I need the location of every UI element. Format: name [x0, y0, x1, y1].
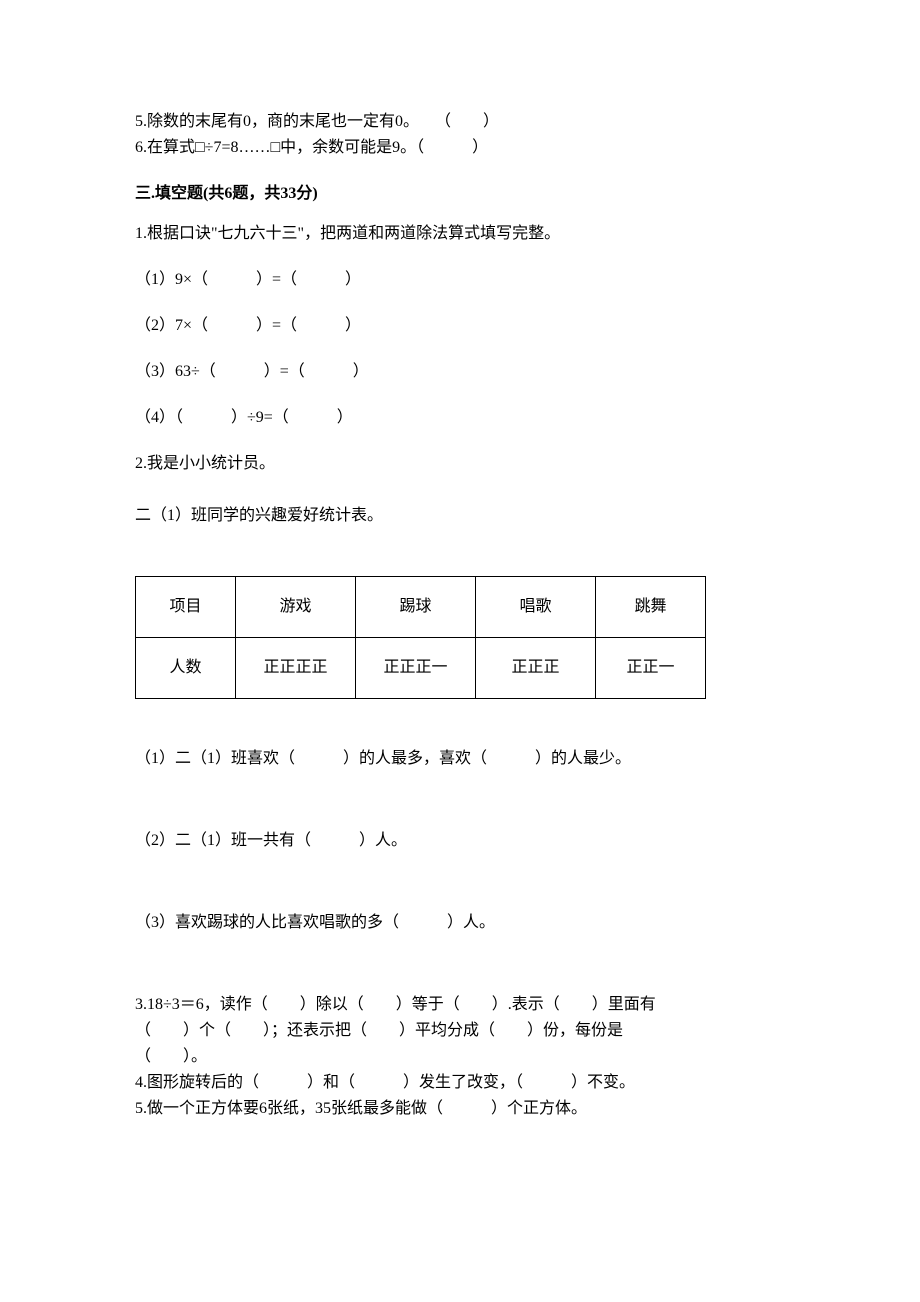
fill-q1-sub2: （2）7×（ ）=（ ） [135, 314, 785, 338]
table-cell-header-4: 跳舞 [596, 577, 706, 638]
fill-q1-sub1: （1）9×（ ）=（ ） [135, 268, 785, 292]
fill-q1-sub3: （3）63÷（ ）=（ ） [135, 360, 785, 384]
table-cell-header-2: 踢球 [356, 577, 476, 638]
fill-q1-stem: 1.根据口诀"七九六十三"，把两道和两道除法算式填写完整。 [135, 222, 785, 246]
fill-q2-stem: 2.我是小小统计员。 [135, 452, 785, 476]
table-row: 人数 正正正正 正正正一 正正正 正正一 [136, 638, 706, 699]
table-cell-1: 正正正正 [236, 638, 356, 699]
fill-q1-sub4: （4）（ ）÷9=（ ） [135, 406, 785, 430]
fill-q5: 5.做一个正方体要6张纸，35张纸最多能做（ ）个正方体。 [135, 1097, 785, 1121]
table-cell-header-3: 唱歌 [476, 577, 596, 638]
table-cell-header-1: 游戏 [236, 577, 356, 638]
fill-q2-sub2: （2）二（1）班一共有（ ）人。 [135, 829, 785, 853]
question-6-tf: 6.在算式□÷7=8……□中，余数可能是9。（ ） [135, 136, 785, 160]
fill-q2-table-intro: 二（1）班同学的兴趣爱好统计表。 [135, 504, 785, 528]
fill-q3-line1: 3.18÷3＝6，读作（ ）除以（ ）等于（ ）.表示（ ）里面有 [135, 993, 785, 1017]
fill-q3-line3: （ ）。 [135, 1045, 785, 1069]
fill-q2-sub3: （3）喜欢踢球的人比喜欢唱歌的多（ ）人。 [135, 911, 785, 935]
fill-q2-sub1: （1）二（1）班喜欢（ ）的人最多，喜欢（ ）的人最少。 [135, 747, 785, 771]
fill-q4: 4.图形旋转后的（ ）和（ ）发生了改变，（ ）不变。 [135, 1071, 785, 1095]
question-5-tf: 5.除数的末尾有0，商的末尾也一定有0。 （ ） [135, 110, 785, 134]
table-cell-4: 正正一 [596, 638, 706, 699]
section-3-heading: 三.填空题(共6题，共33分) [135, 182, 785, 206]
table-cell-3: 正正正 [476, 638, 596, 699]
fill-q3-line2: （ ）个（ ）；还表示把（ ）平均分成（ ）份，每份是 [135, 1019, 785, 1043]
table-row: 项目 游戏 踢球 唱歌 跳舞 [136, 577, 706, 638]
table-cell-0: 人数 [136, 638, 236, 699]
table-cell-header-0: 项目 [136, 577, 236, 638]
hobby-table: 项目 游戏 踢球 唱歌 跳舞 人数 正正正正 正正正一 正正正 正正一 [135, 576, 706, 699]
table-cell-2: 正正正一 [356, 638, 476, 699]
